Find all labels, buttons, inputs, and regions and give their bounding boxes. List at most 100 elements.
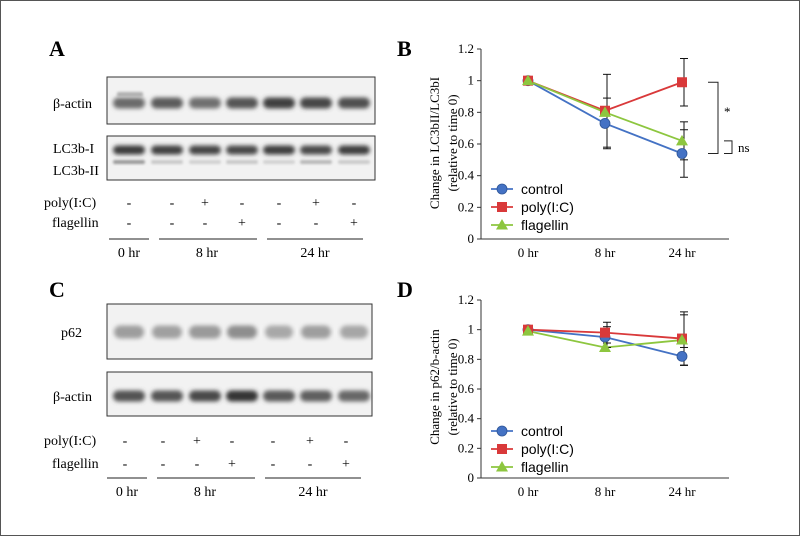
condition-sign: - bbox=[127, 216, 132, 231]
condition-sign: - bbox=[271, 457, 276, 472]
data-point bbox=[599, 341, 611, 352]
time-label-c-8: 8 hr bbox=[194, 485, 217, 500]
panel-label-b: B bbox=[397, 36, 412, 61]
y-tick-label: 0.8 bbox=[458, 351, 474, 366]
y-tick-label: 0.4 bbox=[458, 411, 475, 426]
y-tick-label: 0.6 bbox=[458, 381, 475, 396]
y-tick-label: 1.2 bbox=[458, 292, 474, 307]
blot-band bbox=[338, 145, 370, 155]
chart-b-ylabel-line1: Change in LC3bII/LC3bI bbox=[427, 77, 442, 209]
data-point bbox=[600, 327, 610, 338]
blot-band bbox=[300, 97, 332, 109]
legend-label: control bbox=[521, 181, 563, 197]
condition-label-c-flagellin: flagellin bbox=[52, 457, 99, 472]
legend-label: poly(I:C) bbox=[521, 199, 574, 215]
y-tick-label: 1.2 bbox=[458, 41, 474, 56]
chart-d-ylabel-line2: (relative to time 0) bbox=[445, 338, 460, 435]
blot-band bbox=[117, 92, 143, 97]
time-label-a-8: 8 hr bbox=[196, 246, 219, 261]
blot-band bbox=[113, 145, 145, 155]
blot-band bbox=[151, 390, 183, 402]
time-label-a-0: 0 hr bbox=[118, 246, 141, 261]
blot-band bbox=[113, 97, 145, 109]
signs-c: - - + - - + - - - - + - - + bbox=[123, 434, 350, 472]
condition-sign: - bbox=[352, 196, 357, 211]
condition-sign: - bbox=[277, 216, 282, 231]
data-point bbox=[522, 325, 534, 336]
blot-band bbox=[263, 390, 295, 402]
blot-band bbox=[114, 325, 144, 339]
blot-band bbox=[113, 160, 145, 164]
bands-c-p62 bbox=[114, 325, 368, 339]
blot-band bbox=[151, 97, 183, 109]
y-tick-label: 0 bbox=[468, 470, 475, 485]
condition-sign: + bbox=[193, 434, 201, 449]
blot-band bbox=[226, 145, 258, 155]
blot-band bbox=[263, 145, 295, 155]
condition-sign: + bbox=[342, 457, 350, 472]
panel-label-c: C bbox=[49, 277, 65, 302]
blot-band bbox=[189, 145, 221, 155]
data-point bbox=[676, 148, 688, 159]
x-tick-label: 24 hr bbox=[668, 245, 696, 260]
condition-sign: + bbox=[306, 434, 314, 449]
legend-label: flagellin bbox=[521, 459, 568, 475]
bands-c-beta-actin bbox=[113, 390, 370, 402]
blot-label-a-lc3b-ii: LC3b-II bbox=[53, 164, 99, 179]
legend-label: flagellin bbox=[521, 217, 568, 233]
bands-a-beta-actin bbox=[113, 92, 370, 109]
blot-band bbox=[189, 97, 221, 109]
panel-label-a: A bbox=[49, 36, 65, 61]
significance-star: * bbox=[724, 104, 731, 119]
condition-sign: - bbox=[123, 457, 128, 472]
legend-marker bbox=[496, 183, 508, 195]
condition-sign: - bbox=[161, 457, 166, 472]
chart-b: 0 0.2 0.4 0.6 0.8 1 1.2 0 hr 8 hr 24 hr control pol… bbox=[458, 41, 750, 260]
blot-label-c-p62: p62 bbox=[61, 326, 82, 341]
condition-label-c-polyic: poly(I:C) bbox=[44, 434, 96, 449]
blot-band bbox=[300, 145, 332, 155]
blot-band bbox=[151, 160, 183, 164]
blot-band bbox=[226, 160, 258, 164]
condition-sign: - bbox=[203, 216, 208, 231]
y-tick-label: 1 bbox=[468, 73, 475, 88]
legend-marker bbox=[496, 219, 508, 230]
blot-band bbox=[265, 325, 293, 339]
blot-label-a-lc3b-i: LC3b-I bbox=[53, 142, 95, 157]
legend-marker bbox=[496, 461, 508, 472]
blot-band bbox=[189, 325, 221, 339]
legend-marker bbox=[497, 202, 507, 212]
blot-band bbox=[152, 325, 182, 339]
legend-marker bbox=[496, 425, 508, 437]
chart-d-ylabel-line1: Change in p62/b-actin bbox=[427, 329, 442, 445]
blot-band bbox=[113, 390, 145, 402]
time-label-c-0: 0 hr bbox=[116, 485, 139, 500]
data-point bbox=[522, 74, 534, 86]
time-label-c-24: 24 hr bbox=[298, 485, 328, 500]
condition-sign: - bbox=[308, 457, 313, 472]
signs-a: - - + - - + - - - - + - - + bbox=[127, 196, 358, 231]
blot-label-c-beta-actin: β-actin bbox=[53, 390, 92, 405]
condition-sign: - bbox=[314, 216, 319, 231]
condition-sign: - bbox=[277, 196, 282, 211]
y-tick-label: 0.2 bbox=[458, 199, 474, 214]
condition-sign: - bbox=[161, 434, 166, 449]
condition-sign: + bbox=[228, 457, 236, 472]
blot-band bbox=[338, 97, 370, 109]
blot-a-lc3b bbox=[106, 135, 376, 181]
condition-sign: - bbox=[170, 216, 175, 231]
chart-d: 0 0.2 0.4 0.6 0.8 1 1.2 0 hr 8 hr 24 hr control pol… bbox=[458, 292, 729, 499]
blot-band bbox=[189, 160, 221, 164]
condition-sign: - bbox=[170, 196, 175, 211]
blot-band bbox=[227, 325, 257, 339]
data-point bbox=[676, 134, 688, 146]
x-tick-label: 8 hr bbox=[595, 245, 616, 260]
condition-sign: + bbox=[201, 196, 209, 211]
legend-marker bbox=[497, 444, 507, 454]
x-tick-label: 24 hr bbox=[668, 484, 696, 499]
condition-sign: + bbox=[238, 216, 246, 231]
blot-band bbox=[300, 160, 332, 164]
data-point bbox=[599, 106, 611, 117]
condition-sign: - bbox=[123, 434, 128, 449]
